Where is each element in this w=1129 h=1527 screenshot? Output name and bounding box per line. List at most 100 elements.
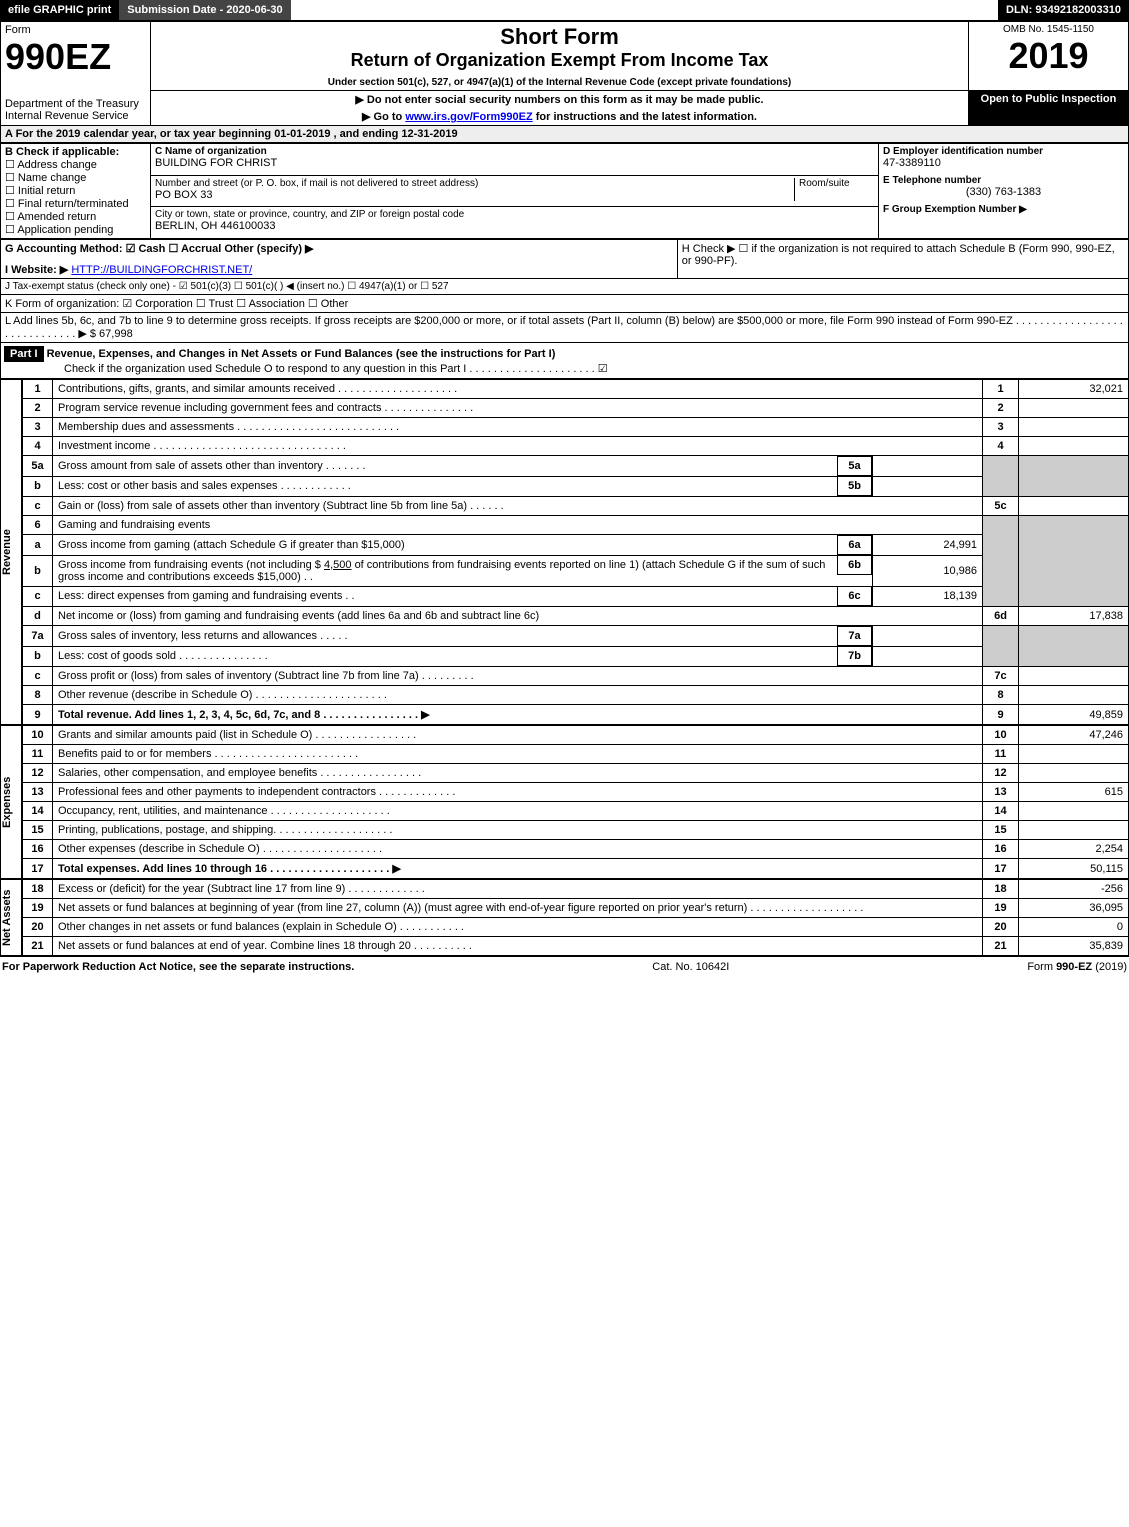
l6: Gaming and fundraising events bbox=[53, 516, 983, 535]
l3: Membership dues and assessments . . . . … bbox=[53, 418, 983, 437]
l9: Total revenue. Add lines 1, 2, 3, 4, 5c,… bbox=[53, 705, 983, 725]
website-link[interactable]: HTTP://BUILDINGFORCHRIST.NET/ bbox=[71, 264, 252, 276]
ssn-warning: ▶ Do not enter social security numbers o… bbox=[155, 93, 964, 106]
footer-right: Form 990-EZ (2019) bbox=[1027, 961, 1127, 973]
B-label: B Check if applicable: bbox=[5, 146, 146, 158]
v18: -256 bbox=[1019, 880, 1129, 899]
l19: Net assets or fund balances at beginning… bbox=[53, 899, 983, 918]
irs-label: Internal Revenue Service bbox=[5, 110, 146, 122]
chk-name[interactable]: Name change bbox=[5, 171, 146, 184]
part1-header: Part I Revenue, Expenses, and Changes in… bbox=[0, 343, 1129, 379]
l5c: Gain or (loss) from sale of assets other… bbox=[53, 497, 983, 516]
l21: Net assets or fund balances at end of ye… bbox=[53, 937, 983, 956]
v21: 35,839 bbox=[1019, 937, 1129, 956]
l5b: Less: cost or other basis and sales expe… bbox=[53, 476, 838, 497]
part1-check: Check if the organization used Schedule … bbox=[4, 362, 1125, 375]
submission-date: Submission Date - 2020-06-30 bbox=[119, 0, 290, 20]
chk-pending[interactable]: Application pending bbox=[5, 223, 146, 236]
title: Return of Organization Exempt From Incom… bbox=[155, 50, 964, 71]
dept: Department of the Treasury bbox=[5, 98, 146, 110]
l13: Professional fees and other payments to … bbox=[53, 783, 983, 802]
v10: 47,246 bbox=[1019, 726, 1129, 745]
l7a: Gross sales of inventory, less returns a… bbox=[53, 626, 838, 647]
irs-link[interactable]: www.irs.gov/Form990EZ bbox=[405, 111, 532, 123]
l5a: Gross amount from sale of assets other t… bbox=[53, 456, 838, 477]
part1-heading: Revenue, Expenses, and Changes in Net As… bbox=[47, 348, 556, 360]
footer: For Paperwork Reduction Act Notice, see … bbox=[0, 956, 1129, 977]
l20: Other changes in net assets or fund bala… bbox=[53, 918, 983, 937]
l10: Grants and similar amounts paid (list in… bbox=[53, 726, 983, 745]
city-label: City or town, state or province, country… bbox=[155, 209, 874, 220]
org-name: BUILDING FOR CHRIST bbox=[155, 157, 874, 169]
line-A: A For the 2019 calendar year, or tax yea… bbox=[0, 126, 1129, 143]
G: G Accounting Method: ☑ Cash ☐ Accrual Ot… bbox=[5, 242, 673, 255]
dln: DLN: 93492182003310 bbox=[998, 0, 1129, 20]
l6b: Gross income from fundraising events (no… bbox=[53, 555, 838, 586]
expenses-label: Expenses bbox=[0, 725, 22, 879]
H: H Check ▶ ☐ if the organization is not r… bbox=[682, 242, 1124, 267]
under: Under section 501(c), 527, or 4947(a)(1)… bbox=[155, 77, 964, 88]
room-label: Room/suite bbox=[794, 178, 874, 201]
omb: OMB No. 1545-1150 bbox=[973, 24, 1124, 35]
v19: 36,095 bbox=[1019, 899, 1129, 918]
top-bar: efile GRAPHIC print Submission Date - 20… bbox=[0, 0, 1129, 20]
v13: 615 bbox=[1019, 783, 1129, 802]
netassets-body: Net Assets 18Excess or (deficit) for the… bbox=[0, 879, 1129, 956]
chk-address[interactable]: Address change bbox=[5, 158, 146, 171]
l2: Program service revenue including govern… bbox=[53, 399, 983, 418]
v16: 2,254 bbox=[1019, 840, 1129, 859]
tax-year: 2019 bbox=[973, 35, 1124, 77]
v6b: 10,986 bbox=[873, 555, 983, 586]
F-label: F Group Exemption Number ▶ bbox=[883, 204, 1124, 215]
l18: Excess or (deficit) for the year (Subtra… bbox=[53, 880, 983, 899]
ghijk-block: G Accounting Method: ☑ Cash ☐ Accrual Ot… bbox=[0, 239, 1129, 343]
l15: Printing, publications, postage, and shi… bbox=[53, 821, 983, 840]
J: J Tax-exempt status (check only one) - ☑… bbox=[1, 279, 1129, 295]
l6a: Gross income from gaming (attach Schedul… bbox=[53, 535, 838, 556]
v1: 32,021 bbox=[1019, 380, 1129, 399]
D-label: D Employer identification number bbox=[883, 146, 1124, 157]
phone: (330) 763-1383 bbox=[883, 186, 1124, 198]
l12: Salaries, other compensation, and employ… bbox=[53, 764, 983, 783]
chk-final[interactable]: Final return/terminated bbox=[5, 197, 146, 210]
L: L Add lines 5b, 6c, and 7b to line 9 to … bbox=[1, 313, 1129, 343]
ein: 47-3389110 bbox=[883, 157, 1124, 169]
header-table: Form 990EZ Department of the Treasury In… bbox=[0, 20, 1129, 126]
l4: Investment income . . . . . . . . . . . … bbox=[53, 437, 983, 456]
street: PO BOX 33 bbox=[155, 189, 794, 201]
netassets-label: Net Assets bbox=[0, 879, 22, 956]
short-form: Short Form bbox=[155, 24, 964, 50]
l7b: Less: cost of goods sold . . . . . . . .… bbox=[53, 646, 838, 667]
K: K Form of organization: ☑ Corporation ☐ … bbox=[1, 295, 1129, 313]
goto: ▶ Go to bbox=[362, 111, 405, 123]
street-label: Number and street (or P. O. box, if mail… bbox=[155, 178, 794, 189]
v6c: 18,139 bbox=[873, 586, 983, 607]
part1-label: Part I bbox=[4, 346, 44, 362]
efile-btn[interactable]: efile GRAPHIC print bbox=[0, 0, 119, 20]
expenses-body: Expenses 10Grants and similar amounts pa… bbox=[0, 725, 1129, 879]
form-number: 990EZ bbox=[5, 36, 146, 78]
v17: 50,115 bbox=[1019, 859, 1129, 879]
I-label: I Website: ▶ bbox=[5, 264, 68, 276]
C-label: C Name of organization bbox=[155, 146, 874, 157]
v9: 49,859 bbox=[1019, 705, 1129, 725]
v6d: 17,838 bbox=[1019, 607, 1129, 626]
l6d: Net income or (loss) from gaming and fun… bbox=[53, 607, 983, 626]
footer-left: For Paperwork Reduction Act Notice, see … bbox=[2, 961, 354, 973]
v20: 0 bbox=[1019, 918, 1129, 937]
E-label: E Telephone number bbox=[883, 175, 1124, 186]
l1: Contributions, gifts, grants, and simila… bbox=[53, 380, 983, 399]
form-label: Form bbox=[5, 24, 146, 36]
revenue-label: Revenue bbox=[0, 379, 22, 725]
entity-block: B Check if applicable: Address change Na… bbox=[0, 143, 1129, 239]
v6a: 24,991 bbox=[873, 535, 983, 556]
l17: Total expenses. Add lines 10 through 16 … bbox=[53, 859, 983, 879]
city: BERLIN, OH 446100033 bbox=[155, 220, 874, 232]
chk-amended[interactable]: Amended return bbox=[5, 210, 146, 223]
goto-suffix: for instructions and the latest informat… bbox=[533, 111, 757, 123]
l7c: Gross profit or (loss) from sales of inv… bbox=[53, 667, 983, 686]
l16: Other expenses (describe in Schedule O) … bbox=[53, 840, 983, 859]
l6c: Less: direct expenses from gaming and fu… bbox=[53, 586, 838, 607]
chk-initial[interactable]: Initial return bbox=[5, 184, 146, 197]
l14: Occupancy, rent, utilities, and maintena… bbox=[53, 802, 983, 821]
